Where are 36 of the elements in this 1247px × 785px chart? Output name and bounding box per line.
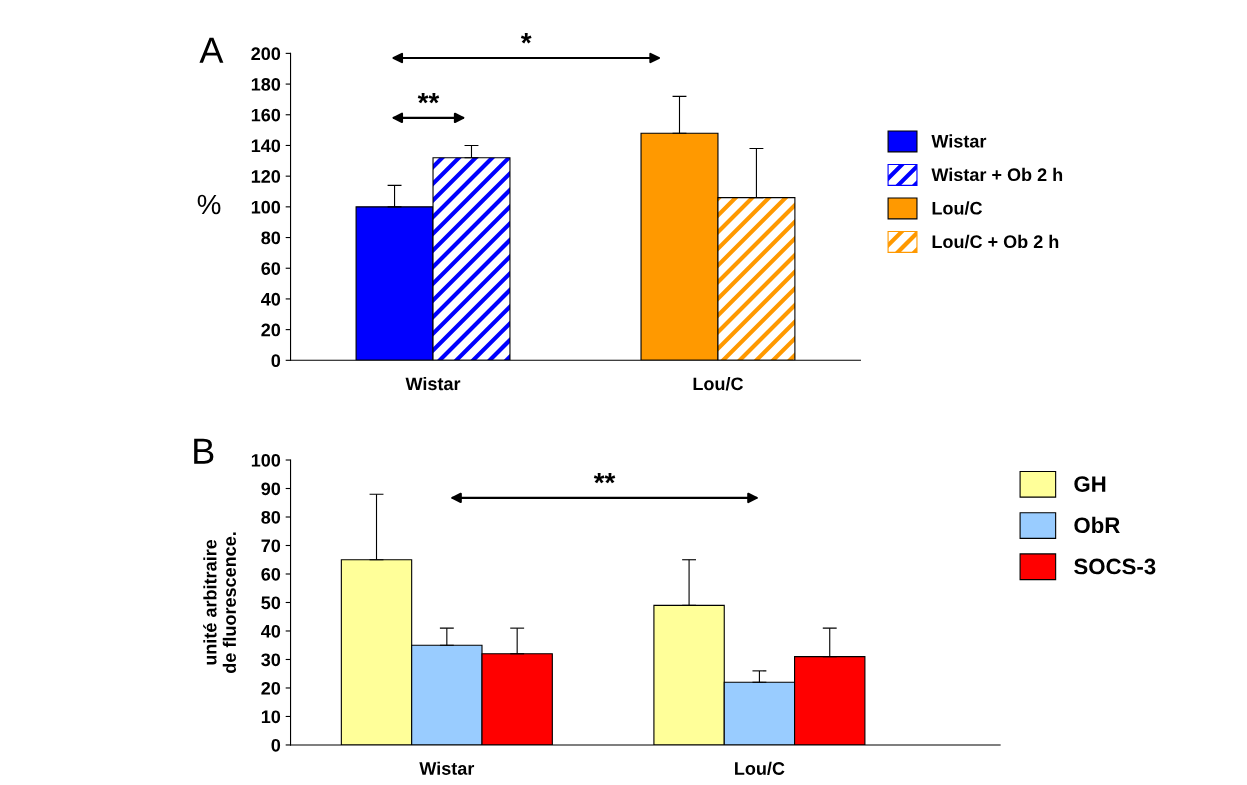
legend-label: SOCS-3 [1074,558,1156,575]
chart-title: B [194,438,214,464]
chart-title: A [199,37,224,63]
legend-label: Lou/C + Ob 2 h [932,234,1059,249]
y-tick-label: 100 [251,453,281,467]
y-tick-label: 0 [271,738,281,752]
legend-label: GH [1074,476,1106,492]
y-tick-label: 10 [261,710,281,724]
y-tick-label: 40 [261,292,281,306]
y-tick-label: 180 [251,78,281,91]
y-tick-label: 160 [251,108,281,122]
y-tick-label: 0 [271,354,281,368]
y-axis-title: unité arbitraire de fluorescence. [203,532,237,673]
y-tick-label: 20 [261,323,281,337]
y-tick-label: 120 [251,170,281,183]
y-tick-label: 20 [261,681,281,695]
annotation: ** [417,92,440,104]
y-tick-label: 200 [251,47,281,61]
y-tick-label: 70 [261,539,281,553]
legend-label: Lou/C [932,201,983,215]
legend-label: ObR [1074,516,1120,534]
legend-label: Wistar + Ob 2 h [931,167,1063,182]
y-tick-label: 80 [261,231,281,245]
y-tick-label: 80 [261,510,281,524]
text: * [520,33,532,44]
annotation: ** [593,473,616,484]
legend-label: Wistar [931,134,987,148]
y-tick-label: 60 [261,262,281,275]
y-tick-label: 140 [251,139,281,153]
y-axis-title: % [197,194,221,215]
y-tick-label: 50 [261,596,281,610]
y-tick-label: 60 [261,567,281,581]
y-tick-label: 40 [261,624,281,638]
y-tick-label: 30 [261,653,281,667]
y-tick-label: 100 [251,200,281,214]
y-tick-label: 90 [261,482,281,496]
